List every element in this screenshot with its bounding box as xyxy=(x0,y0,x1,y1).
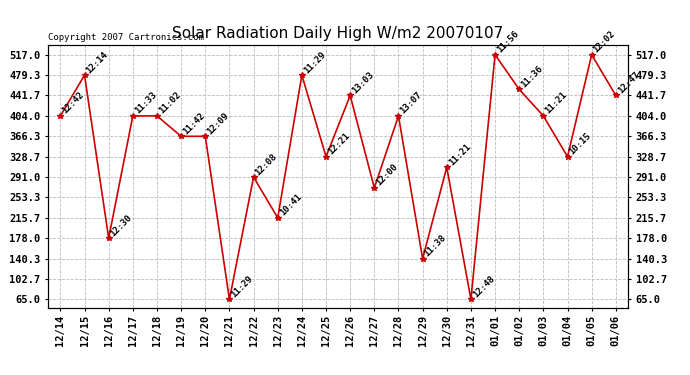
Text: 12:08: 12:08 xyxy=(254,152,279,177)
Text: 13:07: 13:07 xyxy=(399,90,424,116)
Text: 12:00: 12:00 xyxy=(375,162,400,188)
Text: 12:21: 12:21 xyxy=(326,131,351,157)
Text: 11:33: 11:33 xyxy=(133,90,158,116)
Text: 11:29: 11:29 xyxy=(230,274,255,299)
Text: 12:09: 12:09 xyxy=(206,111,230,136)
Text: 12:30: 12:30 xyxy=(109,213,134,238)
Text: 10:41: 10:41 xyxy=(278,192,303,218)
Text: 11:42: 11:42 xyxy=(181,111,206,136)
Text: 12:14: 12:14 xyxy=(85,50,110,75)
Text: Copyright 2007 Cartronics.com: Copyright 2007 Cartronics.com xyxy=(48,33,204,42)
Text: 10:15: 10:15 xyxy=(568,131,593,157)
Text: 12:42: 12:42 xyxy=(61,90,86,116)
Text: 11:36: 11:36 xyxy=(520,64,544,89)
Text: 11:29: 11:29 xyxy=(302,50,327,75)
Text: 11:56: 11:56 xyxy=(495,29,520,55)
Text: 12:48: 12:48 xyxy=(471,274,496,299)
Text: 13:03: 13:03 xyxy=(351,70,375,96)
Text: 11:21: 11:21 xyxy=(544,90,569,116)
Text: 11:38: 11:38 xyxy=(423,233,448,259)
Text: 11:02: 11:02 xyxy=(157,90,182,116)
Text: 11:21: 11:21 xyxy=(447,142,472,167)
Title: Solar Radiation Daily High W/m2 20070107: Solar Radiation Daily High W/m2 20070107 xyxy=(172,26,504,41)
Text: 12:47: 12:47 xyxy=(616,70,641,96)
Text: 12:02: 12:02 xyxy=(592,29,617,55)
